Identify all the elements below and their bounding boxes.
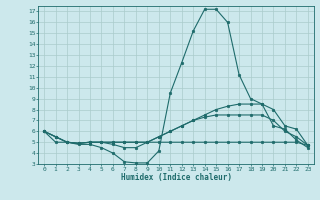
X-axis label: Humidex (Indice chaleur): Humidex (Indice chaleur) [121,173,231,182]
